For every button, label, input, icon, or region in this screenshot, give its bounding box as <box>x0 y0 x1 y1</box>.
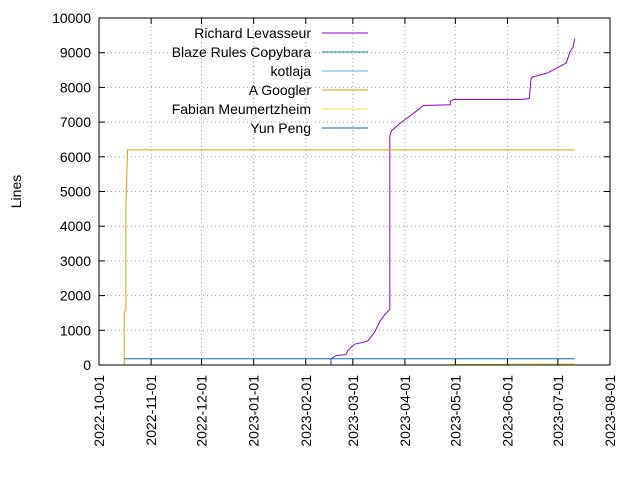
y-axis-label: Lines <box>8 175 24 208</box>
y-tick-label: 8000 <box>60 79 91 95</box>
y-tick-label: 4000 <box>60 218 91 234</box>
y-tick-label: 1000 <box>60 322 91 338</box>
grid-lines <box>99 18 610 365</box>
y-tick-label: 6000 <box>60 149 91 165</box>
x-tick-label: 2023-05-01 <box>447 375 463 447</box>
x-tick-label: 2022-10-01 <box>91 375 107 447</box>
x-tick-label: 2023-07-01 <box>550 375 566 447</box>
x-tick-label: 2023-01-01 <box>246 375 262 447</box>
y-tick-label: 2000 <box>60 288 91 304</box>
axes-layer: 0 1000 2000 3000 4000 5000 6000 7000 8000 9000 100… <box>52 10 618 447</box>
y-tick-label: 9000 <box>60 45 91 61</box>
legend-label: Yun Peng <box>250 120 311 136</box>
x-tick-label: 2023-02-01 <box>298 375 314 447</box>
x-tick-label: 2023-06-01 <box>499 375 515 447</box>
legend-label: A Googler <box>249 82 312 98</box>
legend-label: Fabian Meumertzheim <box>172 101 311 117</box>
x-tick-label: 2022-11-01 <box>143 375 159 446</box>
legend-label: Richard Levasseur <box>194 25 311 41</box>
y-tick-label: 10000 <box>52 10 91 26</box>
x-tick-label: 2023-08-01 <box>602 375 618 447</box>
legend-label: Blaze Rules Copybara <box>172 44 312 60</box>
series-line-1 <box>330 38 576 365</box>
y-tick-label: 7000 <box>60 114 91 130</box>
x-tick-label: 2022-12-01 <box>194 375 210 447</box>
x-tick-label: 2023-04-01 <box>397 375 413 447</box>
x-tick-label: 2023-03-01 <box>345 375 361 447</box>
legend: Richard Levasseur Blaze Rules Copybara kot… <box>172 25 368 136</box>
y-tick-label: 0 <box>83 357 91 373</box>
series-line-4 <box>123 149 575 365</box>
legend-label: kotlaja <box>271 63 312 79</box>
y-tick-label: 5000 <box>60 184 91 200</box>
y-tick-label: 3000 <box>60 253 91 269</box>
